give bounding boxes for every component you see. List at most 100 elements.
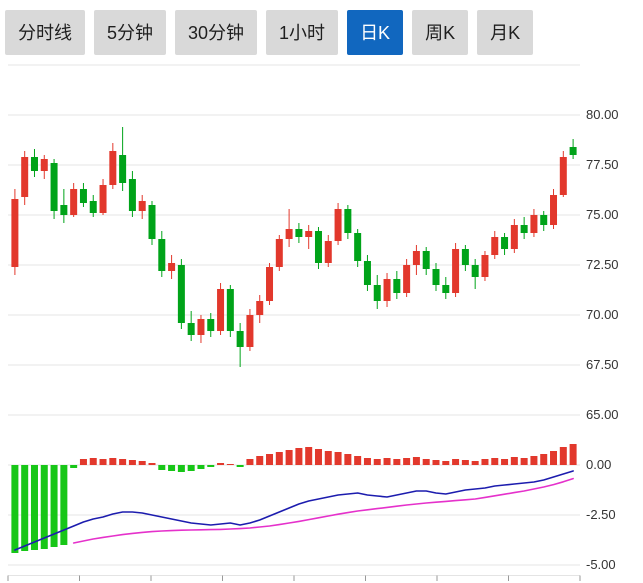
macd-bar (461, 460, 469, 465)
candle-body (481, 255, 489, 277)
macd-bar (119, 459, 127, 465)
macd-bar (354, 456, 362, 465)
macd-bar (285, 450, 293, 465)
macd-bar (256, 456, 264, 465)
macd-bar (138, 461, 146, 465)
tab-5min[interactable]: 5分钟 (94, 10, 167, 55)
candle-body (138, 201, 146, 211)
candle-body (217, 289, 225, 331)
candle-body (314, 231, 322, 263)
candle-body (491, 237, 499, 255)
tab-time-line[interactable]: 分时线 (5, 10, 85, 55)
dif-line (14, 470, 574, 551)
candle-body (383, 279, 391, 301)
candle-body (177, 265, 185, 323)
macd-axis-label: -2.50 (586, 507, 616, 522)
macd-bar (452, 459, 460, 465)
macd-bar (324, 451, 332, 465)
candle-body (246, 315, 254, 347)
candle-body (128, 179, 136, 211)
candle-body (324, 241, 332, 263)
candle-body (266, 267, 274, 301)
macd-bar (226, 464, 234, 465)
candle-body (119, 155, 127, 183)
candle-body (197, 319, 205, 335)
candle-body (461, 249, 469, 265)
macd-bar (266, 454, 274, 465)
candle-body (442, 285, 450, 293)
tab-weekly-k[interactable]: 周K (412, 10, 469, 55)
macd-bar (246, 459, 254, 465)
macd-bar (501, 459, 509, 465)
macd-bar (520, 458, 528, 465)
macd-axis-label: 0.00 (586, 457, 611, 472)
candle-body (393, 279, 401, 293)
macd-bar (510, 457, 518, 465)
candle-body (275, 239, 283, 267)
candle-body (520, 225, 528, 233)
candle-body (99, 185, 107, 213)
candle-body (236, 331, 244, 347)
macd-bar (344, 454, 352, 465)
candle-body (168, 263, 176, 271)
price-axis-label: 75.00 (586, 207, 619, 222)
price-axis-label: 80.00 (586, 107, 619, 122)
timeframe-tabbar: 分时线 5分钟 30分钟 1小时 日K 周K 月K (0, 0, 643, 55)
price-axis-label: 72.50 (586, 257, 619, 272)
candle-body (70, 189, 78, 215)
kline-chart[interactable]: 80.00 77.50 75.00 72.50 70.00 67.50 65.00 0.00 -… (0, 55, 643, 583)
candle-body (569, 147, 577, 155)
candle-body (501, 237, 509, 249)
macd-bar (70, 465, 78, 468)
candle-body (226, 289, 234, 331)
tab-monthly-k[interactable]: 月K (477, 10, 534, 55)
tab-30min[interactable]: 30分钟 (175, 10, 258, 55)
candle-body (187, 323, 195, 335)
tab-daily-k[interactable]: 日K (347, 10, 404, 55)
macd-bar (79, 459, 87, 465)
macd-bar (99, 459, 107, 465)
candle-body (285, 229, 293, 239)
candle-body (471, 265, 479, 277)
macd-bar (481, 459, 489, 465)
macd-bar (158, 465, 166, 470)
candle-body (432, 269, 440, 285)
price-axis-label: 70.00 (586, 307, 619, 322)
price-axis-label: 65.00 (586, 407, 619, 422)
macd-bar (393, 459, 401, 465)
macd-bar (530, 456, 538, 465)
candle-body (363, 261, 371, 285)
candle-body (11, 199, 19, 267)
candle-body (422, 251, 430, 269)
candle-body (256, 301, 264, 315)
candle-body (540, 215, 548, 225)
candle-body (403, 265, 411, 293)
macd-bar (403, 458, 411, 465)
candle-body (354, 233, 362, 261)
macd-axis-label: -5.00 (586, 557, 616, 572)
candle-body (109, 151, 117, 185)
candle-body (89, 201, 97, 213)
macd-bar (168, 465, 176, 471)
candle-body (60, 205, 68, 215)
macd-bar (40, 465, 48, 549)
macd-bar (442, 461, 450, 465)
macd-bar (236, 465, 244, 467)
candle-body (295, 229, 303, 237)
macd-bar (314, 449, 322, 465)
macd-bar (363, 458, 371, 465)
candle-body (158, 239, 166, 271)
tab-1hour[interactable]: 1小时 (266, 10, 339, 55)
macd-bar (177, 465, 185, 472)
candle-body (21, 157, 29, 197)
macd-bar (373, 459, 381, 465)
candle-body (530, 215, 538, 233)
macd-bar (295, 448, 303, 465)
candle-body (305, 231, 313, 237)
dea-line (72, 477, 574, 544)
candle-body (452, 249, 460, 293)
candle-body (373, 285, 381, 301)
macd-bar (89, 458, 97, 465)
macd-bar (128, 460, 136, 465)
candle-body (550, 195, 558, 225)
